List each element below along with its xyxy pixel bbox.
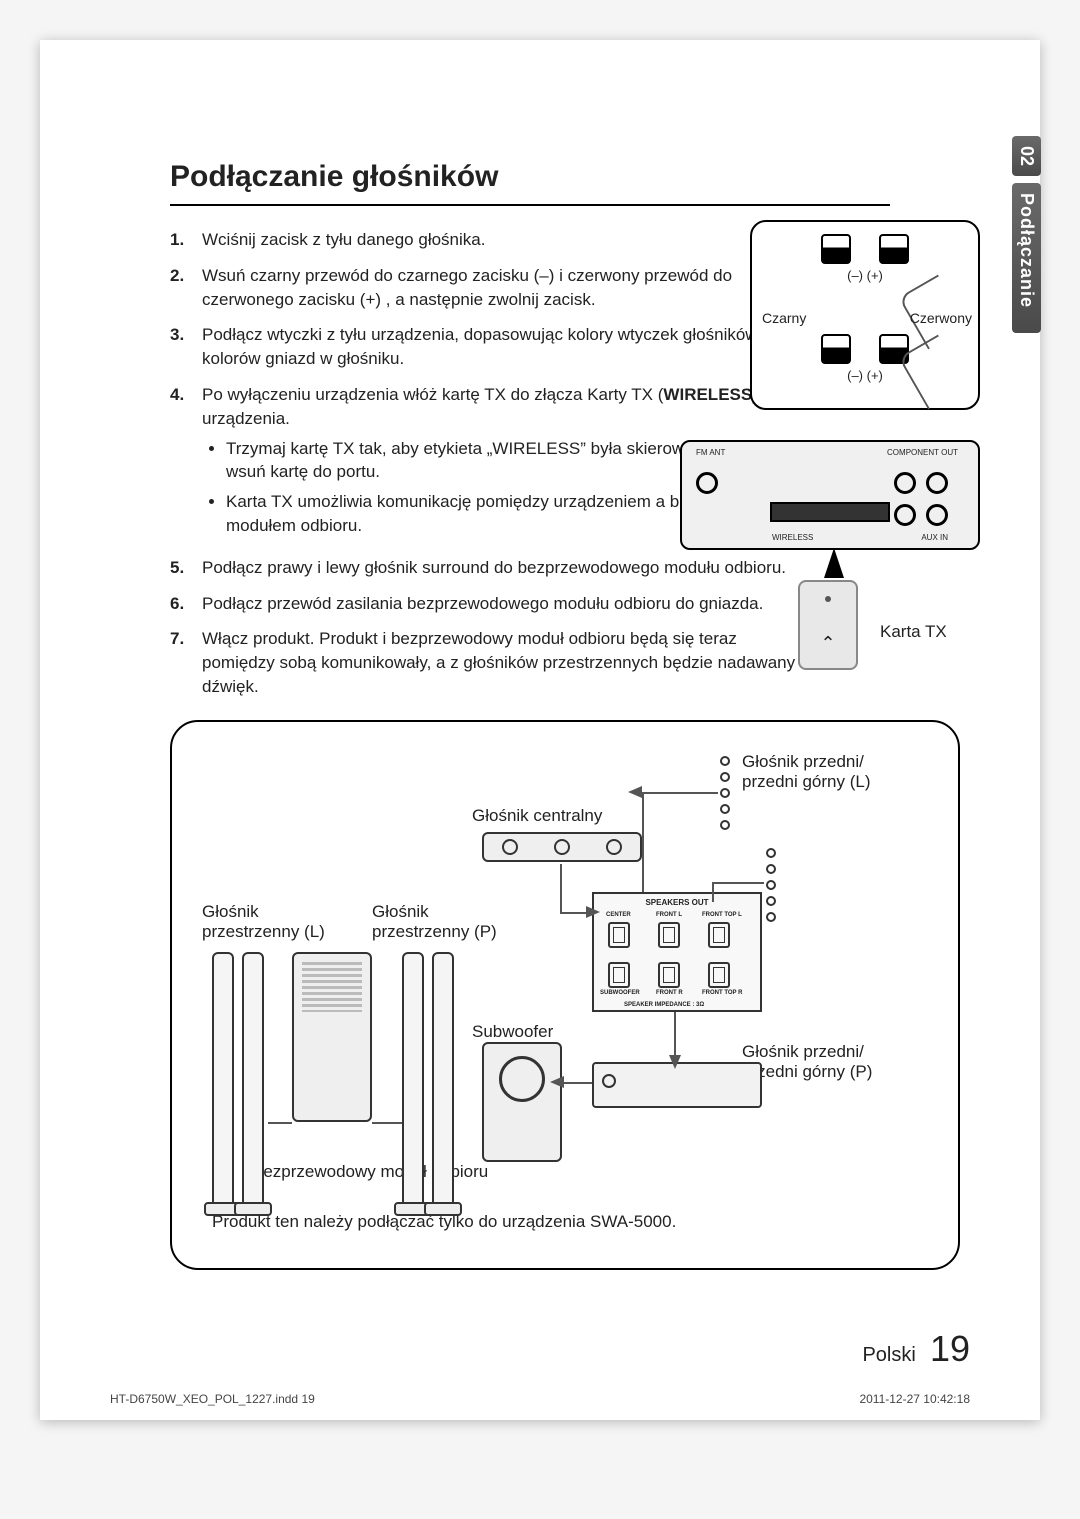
footer-language: Polski: [862, 1344, 915, 1366]
print-timestamp: 2011-12-27 10:42:18: [859, 1392, 970, 1406]
label-subwoofer: Subwoofer: [472, 1022, 553, 1042]
polarity-label: (–) (+): [847, 368, 883, 383]
manual-page: 02 Podłączanie Podłączanie głośników 1.W…: [40, 40, 1040, 1420]
label-black: Czarny: [762, 310, 806, 326]
wire: [642, 792, 644, 892]
step-1: 1.Wciśnij zacisk z tyłu danego głośnika.: [170, 228, 810, 252]
page-title: Podłączanie głośników: [170, 160, 890, 206]
wireless-module-icon: [292, 952, 372, 1122]
terminal-icon: [821, 234, 851, 264]
arrow-icon: [586, 906, 600, 918]
label-surround-right: Głośnik przestrzenny (P): [372, 902, 497, 943]
jack-icon: [708, 922, 730, 948]
print-metadata: HT-D6750W_XEO_POL_1227.indd 19 2011-12-2…: [110, 1392, 970, 1406]
label-center-speaker: Głośnik centralny: [472, 806, 602, 826]
side-tab-text: Podłączanie: [1012, 183, 1041, 333]
arrow-icon: [550, 1076, 564, 1088]
jack-icon: [708, 962, 730, 988]
wifi-icon: ⌃: [820, 633, 835, 654]
speakers-out-panel: SPEAKERS OUT CENTER FRONT L FRONT TOP L …: [592, 892, 762, 1012]
figure-tx-card: FM ANT COMPONENT OUT WIRELESS AUX IN ⌃ K…: [680, 440, 980, 670]
figure-speaker-terminal: (–) (+) Czarny Czerwony (–) (+): [750, 220, 980, 410]
wire: [712, 882, 764, 884]
terminal-icon: [879, 234, 909, 264]
wire: [560, 864, 562, 914]
label-surround-left: Głośnik przestrzenny (L): [202, 902, 325, 943]
page-footer: Polski 19: [40, 1328, 970, 1370]
port-icon: [926, 504, 948, 526]
arrow-up-icon: [824, 548, 844, 578]
port-icon: [894, 472, 916, 494]
port-icon: [894, 504, 916, 526]
figure-wiring-diagram: Głośnik centralny Głośnik przedni/ przed…: [170, 720, 960, 1270]
jack-icon: [608, 962, 630, 988]
front-speaker-right-icon: [766, 848, 782, 922]
surround-left-icon: [212, 952, 234, 1212]
side-tab-number: 02: [1012, 136, 1041, 176]
center-speaker-icon: [482, 832, 642, 862]
surround-right-icon: [402, 952, 424, 1212]
port-icon: [696, 472, 718, 494]
subwoofer-icon: [482, 1042, 562, 1162]
label-karta-tx: Karta TX: [880, 622, 947, 642]
device-back-panel: FM ANT COMPONENT OUT WIRELESS AUX IN: [680, 440, 980, 550]
wire: [268, 1122, 292, 1124]
print-filename: HT-D6750W_XEO_POL_1227.indd 19: [110, 1392, 315, 1406]
arrow-icon: [669, 1055, 681, 1069]
card-slot-icon: [770, 502, 890, 522]
footer-page-number: 19: [930, 1328, 970, 1369]
front-speaker-left-icon: [720, 756, 736, 830]
port-icon: [926, 472, 948, 494]
terminal-icon: [821, 334, 851, 364]
step-3: 3.Podłącz wtyczki z tyłu urządzenia, dop…: [170, 323, 810, 371]
polarity-label: (–) (+): [847, 268, 883, 283]
arrow-icon: [628, 786, 642, 798]
jack-icon: [658, 962, 680, 988]
step-2: 2.Wsuń czarny przewód do czarnego zacisk…: [170, 264, 810, 312]
wire: [642, 792, 718, 794]
label-front-left: Głośnik przedni/ przedni górny (L): [742, 752, 871, 793]
jack-icon: [608, 922, 630, 948]
surround-left-icon: [242, 952, 264, 1212]
tx-card-icon: ⌃: [798, 580, 858, 670]
wire: [372, 1122, 402, 1124]
surround-right-icon: [432, 952, 454, 1212]
section-side-tab: 02 Podłączanie: [1012, 136, 1046, 626]
wire: [712, 882, 714, 902]
label-red: Czerwony: [910, 310, 972, 326]
wire: [562, 1082, 592, 1084]
jack-icon: [658, 922, 680, 948]
